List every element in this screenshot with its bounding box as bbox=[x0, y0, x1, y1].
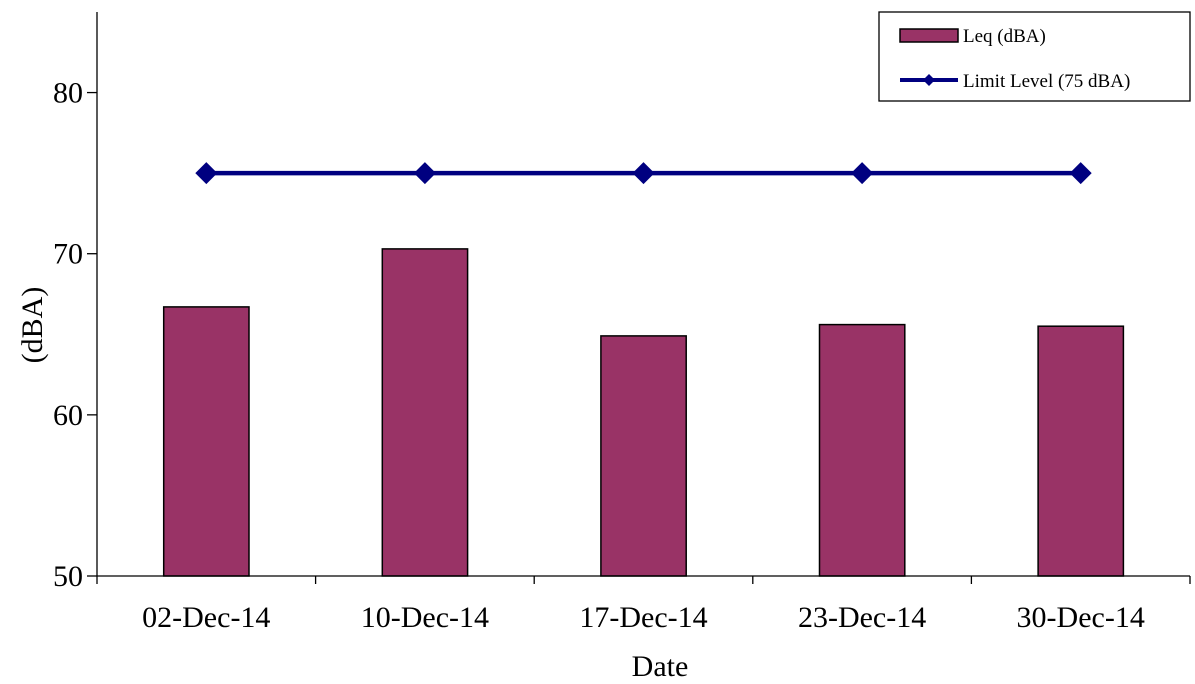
legend-label-limit: Limit Level (75 dBA) bbox=[963, 71, 1130, 92]
x-tick-label: 17-Dec-14 bbox=[579, 601, 707, 634]
bar-30-Dec-14 bbox=[1037, 325, 1125, 577]
limit-marker-17-Dec-14 bbox=[632, 162, 655, 185]
limit-marker-23-Dec-14 bbox=[851, 162, 874, 185]
y-tick-label: 80 bbox=[53, 77, 83, 110]
bar-10-Dec-14 bbox=[381, 248, 469, 577]
y-tick-label: 60 bbox=[53, 399, 83, 432]
legend-swatch-leq bbox=[899, 28, 959, 43]
limit-series bbox=[195, 162, 1092, 185]
bar-02-Dec-14 bbox=[162, 306, 250, 577]
bar-23-Dec-14 bbox=[818, 323, 906, 577]
y-tick-label: 70 bbox=[53, 238, 83, 271]
x-tick-label: 10-Dec-14 bbox=[361, 601, 489, 634]
limit-marker-10-Dec-14 bbox=[413, 162, 436, 185]
bar-17-Dec-14 bbox=[600, 335, 687, 577]
limit-marker-02-Dec-14 bbox=[195, 162, 218, 185]
legend-box bbox=[878, 11, 1191, 102]
y-tick-label: 50 bbox=[53, 560, 83, 593]
x-tick-label: 02-Dec-14 bbox=[142, 601, 270, 634]
limit-marker-30-Dec-14 bbox=[1069, 162, 1092, 185]
x-tick-label: 30-Dec-14 bbox=[1017, 601, 1145, 634]
legend-swatch-limit-marker bbox=[923, 74, 935, 86]
y-axis-label: (dBA) bbox=[16, 287, 49, 364]
x-tick-label: 23-Dec-14 bbox=[798, 601, 926, 634]
axes: 50 60 70 80 02-Dec-14 10-Dec-14 17-Dec-14 23-De… bbox=[53, 12, 1191, 634]
x-axis-label: Date bbox=[632, 650, 689, 683]
bar-series bbox=[162, 248, 1125, 577]
legend-label-leq: Leq (dBA) bbox=[963, 26, 1046, 47]
legend: Leq (dBA) Limit Level (75 dBA) bbox=[878, 11, 1191, 102]
